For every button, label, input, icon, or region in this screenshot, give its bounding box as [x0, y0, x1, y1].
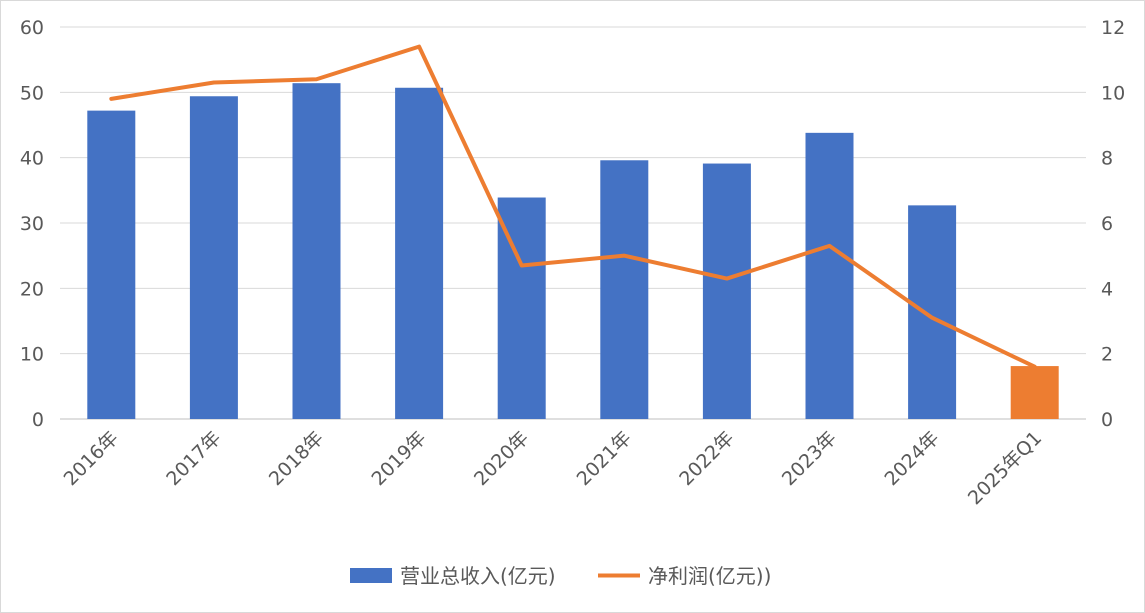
x-tick-label: 2019年 [367, 427, 430, 490]
x-axis-ticks: 2016年 2017年 2018年 2019年 2020年 2021年 2022年 2023年… [60, 427, 1047, 509]
x-tick-label: 2025年Q1 [964, 427, 1046, 509]
left-tick-label: 20 [20, 278, 44, 300]
legend-label-profit: 净利润(亿元)) [648, 564, 771, 588]
left-tick-label: 0 [32, 409, 44, 431]
x-tick-label: 2021年 [573, 427, 636, 490]
legend-swatch-revenue [350, 568, 392, 583]
x-tick-label: 2016年 [60, 427, 123, 490]
revenue-bar [1010, 366, 1059, 419]
left-axis-ticks: 0 10 20 30 40 50 60 [20, 17, 44, 431]
revenue-bars [87, 83, 1059, 420]
right-tick-label: 2 [1101, 344, 1113, 366]
x-tick-label: 2024年 [880, 427, 943, 490]
left-tick-label: 10 [20, 344, 44, 366]
profit-series-line [109, 44, 1037, 369]
right-axis-ticks: 0 2 4 6 8 10 12 [1101, 17, 1125, 431]
right-tick-label: 8 [1101, 148, 1113, 170]
x-tick-label: 2017年 [162, 427, 225, 490]
revenue-bar [600, 160, 649, 419]
legend: 营业总收入(亿元) 净利润(亿元)) [350, 564, 771, 588]
right-tick-label: 4 [1101, 278, 1113, 300]
x-tick-label: 2022年 [675, 427, 738, 490]
revenue-bar [395, 87, 444, 419]
left-tick-label: 40 [20, 148, 44, 170]
legend-label-revenue: 营业总收入(亿元) [400, 564, 556, 588]
left-tick-label: 60 [20, 17, 44, 39]
left-tick-label: 30 [20, 213, 44, 235]
right-tick-label: 10 [1101, 82, 1125, 104]
revenue-bar [87, 110, 136, 420]
left-tick-label: 50 [20, 82, 44, 104]
right-tick-label: 0 [1101, 409, 1113, 431]
revenue-bar [189, 96, 238, 420]
x-tick-label: 2020年 [470, 427, 533, 490]
profit-line [109, 44, 1037, 369]
revenue-bar [908, 205, 957, 419]
revenue-bar [805, 132, 854, 419]
revenue-bar [292, 83, 341, 419]
x-tick-label: 2018年 [265, 427, 328, 490]
x-tick-label: 2023年 [778, 427, 841, 490]
right-tick-label: 12 [1101, 17, 1125, 39]
right-tick-label: 6 [1101, 213, 1113, 235]
revenue-bar [702, 163, 751, 419]
